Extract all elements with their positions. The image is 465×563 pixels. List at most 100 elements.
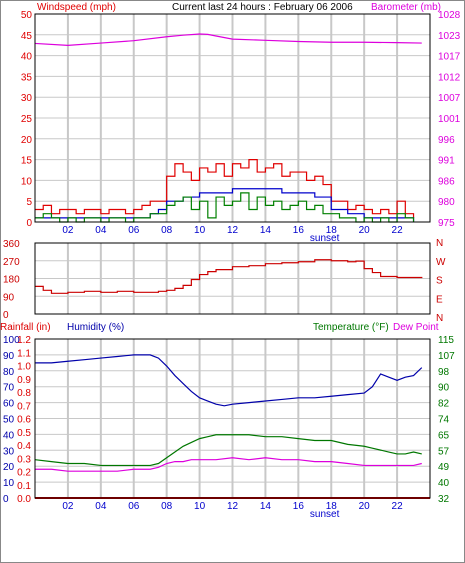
compass-label: N: [436, 238, 443, 249]
x-tick-label: 12: [227, 501, 239, 512]
direction-tick-label: 90: [3, 292, 15, 303]
direction-tick-label: 0: [3, 310, 9, 321]
series-line-0: [34, 33, 422, 46]
plot-frame: [34, 338, 431, 499]
temperature-tick-label: 107: [438, 351, 455, 362]
x-tick-label: 06: [128, 225, 140, 236]
wind-tick-label: 0: [26, 218, 32, 229]
rainfall-tick-label: 1.1: [17, 348, 31, 359]
plot-frame: [34, 13, 431, 223]
wind-tick-label: 30: [21, 93, 33, 104]
temperature-tick-label: 40: [438, 478, 450, 489]
direction-tick-label: 360: [3, 239, 20, 250]
humidity-tick-label: 50: [3, 415, 15, 426]
barometer-axis-label: Barometer (mb): [371, 2, 441, 13]
rainfall-tick-label: 0.5: [17, 428, 31, 439]
x-tick-label: 22: [392, 501, 404, 512]
wind-tick-label: 15: [21, 156, 33, 167]
x-tick-label: 22: [392, 225, 404, 236]
plot-frame: [34, 242, 431, 315]
rainfall-tick-label: 0.8: [17, 388, 31, 399]
temperature-tick-label: 90: [438, 383, 450, 394]
x-tick-label: 08: [161, 501, 173, 512]
x-tick-label: 06: [128, 501, 140, 512]
direction-tick-label: 270: [3, 257, 20, 268]
wind-tick-label: 5: [26, 197, 32, 208]
wind-tick-label: 35: [21, 72, 33, 83]
humidity-tick-label: 100: [3, 335, 20, 346]
x-tick-label: 10: [194, 501, 206, 512]
temperature-tick-label: 82: [438, 399, 450, 410]
x-tick-label: 16: [293, 225, 305, 236]
x-tick-label: 16: [293, 501, 305, 512]
rainfall-tick-label: 0.9: [17, 375, 31, 386]
temperature-tick-label: 65: [438, 430, 450, 441]
compass-label: N: [436, 313, 443, 324]
humidity-axis-label: Humidity (%): [67, 322, 124, 333]
x-tick-label: 18: [326, 501, 338, 512]
direction-line-0: [35, 259, 423, 294]
x-tick-label: 04: [95, 501, 107, 512]
rainfall-tick-label: 0.4: [17, 441, 31, 452]
wind-tick-label: 40: [21, 52, 33, 63]
temperature-tick-label: 32: [438, 494, 450, 505]
barometer-tick-label: 1028: [438, 10, 461, 21]
wind-tick-label: 50: [21, 10, 33, 21]
barometer-tick-label: 1007: [438, 93, 461, 104]
temperature-tick-label: 98: [438, 367, 450, 378]
chart-title: Current last 24 hours : February 06 2006: [172, 2, 353, 13]
dewpoint-axis-label: Dew Point: [393, 322, 439, 333]
temperature-tick-label: 57: [438, 446, 450, 457]
x-tick-label: 02: [62, 501, 74, 512]
barometer-tick-label: 975: [438, 218, 455, 229]
direction-tick-label: 180: [3, 275, 20, 286]
rainfall-tick-label: 0.2: [17, 468, 31, 479]
sunset-label: sunset: [310, 233, 340, 244]
rainfall-tick-label: 0.7: [17, 401, 31, 412]
rainfall-tick-label: 1.0: [17, 362, 31, 373]
rainfall-tick-label: 0.3: [17, 454, 31, 465]
x-tick-label: 04: [95, 225, 107, 236]
barometer-tick-label: 1017: [438, 52, 461, 63]
rainfall-tick-label: 0.0: [17, 494, 31, 505]
rainfall-axis-label: Rainfall (in): [0, 322, 51, 333]
x-tick-label: 10: [194, 225, 206, 236]
barometer-tick-label: 996: [438, 135, 455, 146]
series-line-0: [35, 354, 423, 407]
rainfall-tick-label: 0.1: [17, 481, 31, 492]
compass-label: S: [436, 276, 443, 287]
humidity-tick-label: 60: [3, 399, 15, 410]
humidity-tick-label: 0: [3, 494, 9, 505]
x-tick-label: 14: [260, 225, 272, 236]
temperature-tick-label: 74: [438, 415, 450, 426]
series-line-2: [35, 457, 422, 472]
barometer-tick-label: 991: [438, 156, 455, 167]
sunset-label: sunset: [310, 509, 340, 520]
wind-tick-label: 25: [21, 114, 33, 125]
humidity-tick-label: 90: [3, 351, 15, 362]
humidity-tick-label: 10: [3, 478, 15, 489]
humidity-tick-label: 30: [3, 446, 15, 457]
barometer-tick-label: 980: [438, 197, 455, 208]
barometer-tick-label: 1001: [438, 114, 461, 125]
x-tick-label: 18: [326, 225, 338, 236]
rainfall-tick-label: 1.2: [17, 335, 31, 346]
compass-label: E: [436, 294, 443, 305]
x-tick-label: 20: [359, 225, 371, 236]
temperature-tick-label: 49: [438, 462, 450, 473]
wind-axis-label: Windspeed (mph): [37, 2, 116, 13]
compass-label: W: [436, 257, 446, 268]
humidity-tick-label: 20: [3, 462, 15, 473]
x-tick-label: 08: [161, 225, 173, 236]
humidity-tick-label: 40: [3, 430, 15, 441]
rainfall-tick-label: 0.6: [17, 415, 31, 426]
wind-tick-label: 45: [21, 31, 33, 42]
barometer-tick-label: 986: [438, 176, 455, 187]
x-tick-label: 14: [260, 501, 272, 512]
humidity-tick-label: 80: [3, 367, 15, 378]
wind-tick-label: 10: [21, 176, 33, 187]
series-line-1: [35, 159, 415, 218]
